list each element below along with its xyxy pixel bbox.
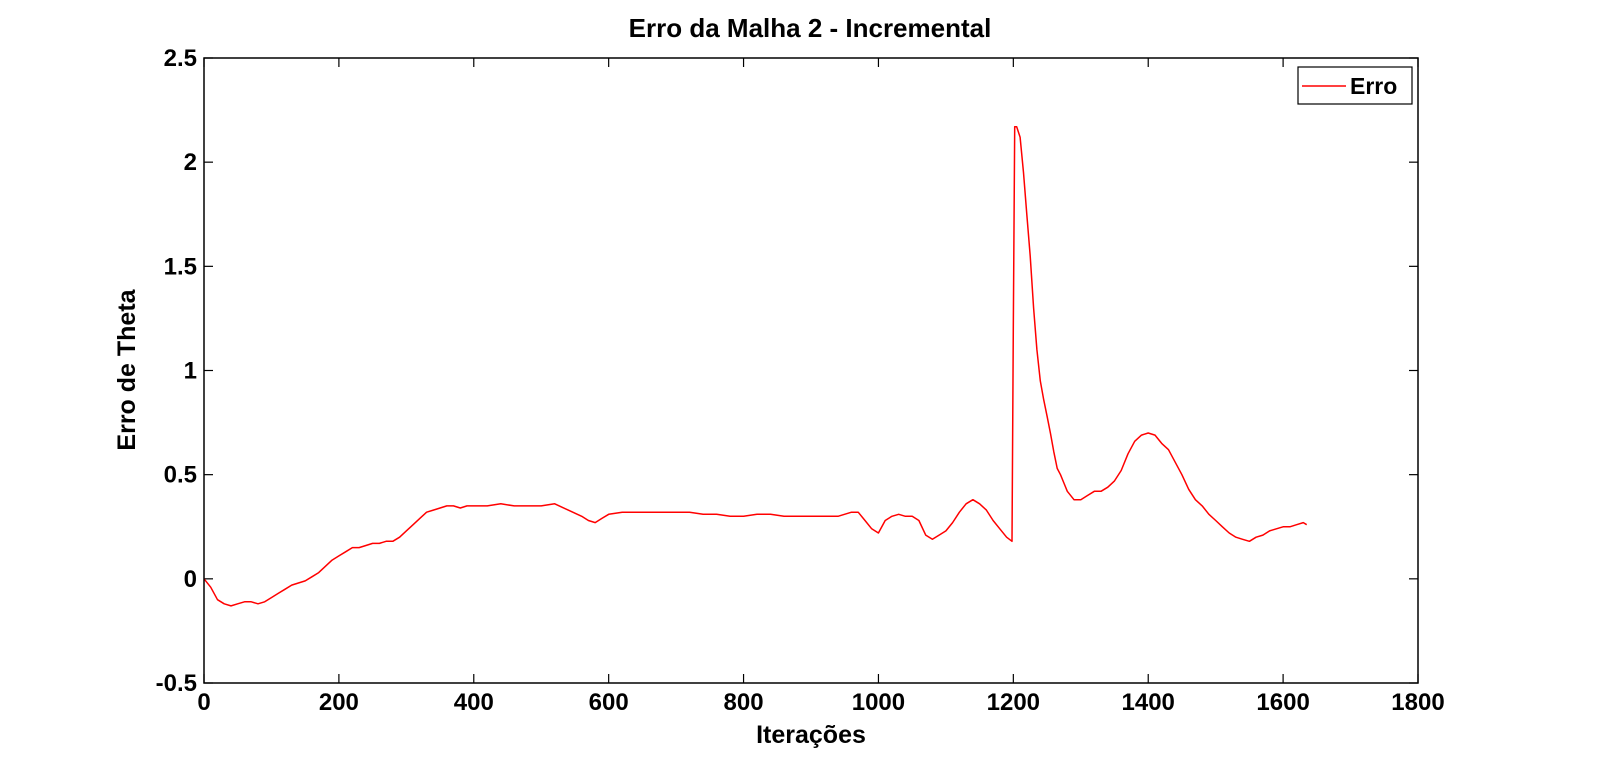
series-line-erro <box>203 126 1308 607</box>
chart-title: Erro da Malha 2 - Incremental <box>629 13 992 43</box>
x-tick-label: 200 <box>319 689 359 716</box>
legend: Erro <box>1297 66 1413 105</box>
x-tick-label: 1600 <box>1256 689 1309 716</box>
y-tick-label: 1 <box>184 358 197 385</box>
legend-label-erro: Erro <box>1350 73 1397 99</box>
x-axis-label: Iterações <box>756 721 866 749</box>
y-tick-label: -0.5 <box>156 670 197 697</box>
x-tick-label: 1800 <box>1391 689 1444 716</box>
y-tick-label: 0 <box>184 566 197 593</box>
axis-ticks: 0 200 400 600 800 1000 1200 1400 1600 1800-0.500.… <box>156 45 1445 716</box>
y-tick-label: 2.5 <box>164 45 197 72</box>
y-axis-label: Erro de Theta <box>113 288 141 450</box>
plot-frame <box>203 57 1419 684</box>
y-tick-label: 1.5 <box>164 253 197 280</box>
x-tick-label: 1200 <box>987 689 1040 716</box>
x-tick-label: 600 <box>589 689 629 716</box>
x-tick-label: 1000 <box>852 689 905 716</box>
series-layer <box>203 126 1308 607</box>
y-tick-label: 2 <box>184 149 197 176</box>
x-tick-label: 800 <box>724 689 764 716</box>
x-tick-label: 1400 <box>1122 689 1175 716</box>
x-tick-label: 0 <box>197 689 210 716</box>
plot-area <box>204 58 1418 683</box>
x-tick-label: 400 <box>454 689 494 716</box>
y-tick-label: 0.5 <box>164 462 197 489</box>
